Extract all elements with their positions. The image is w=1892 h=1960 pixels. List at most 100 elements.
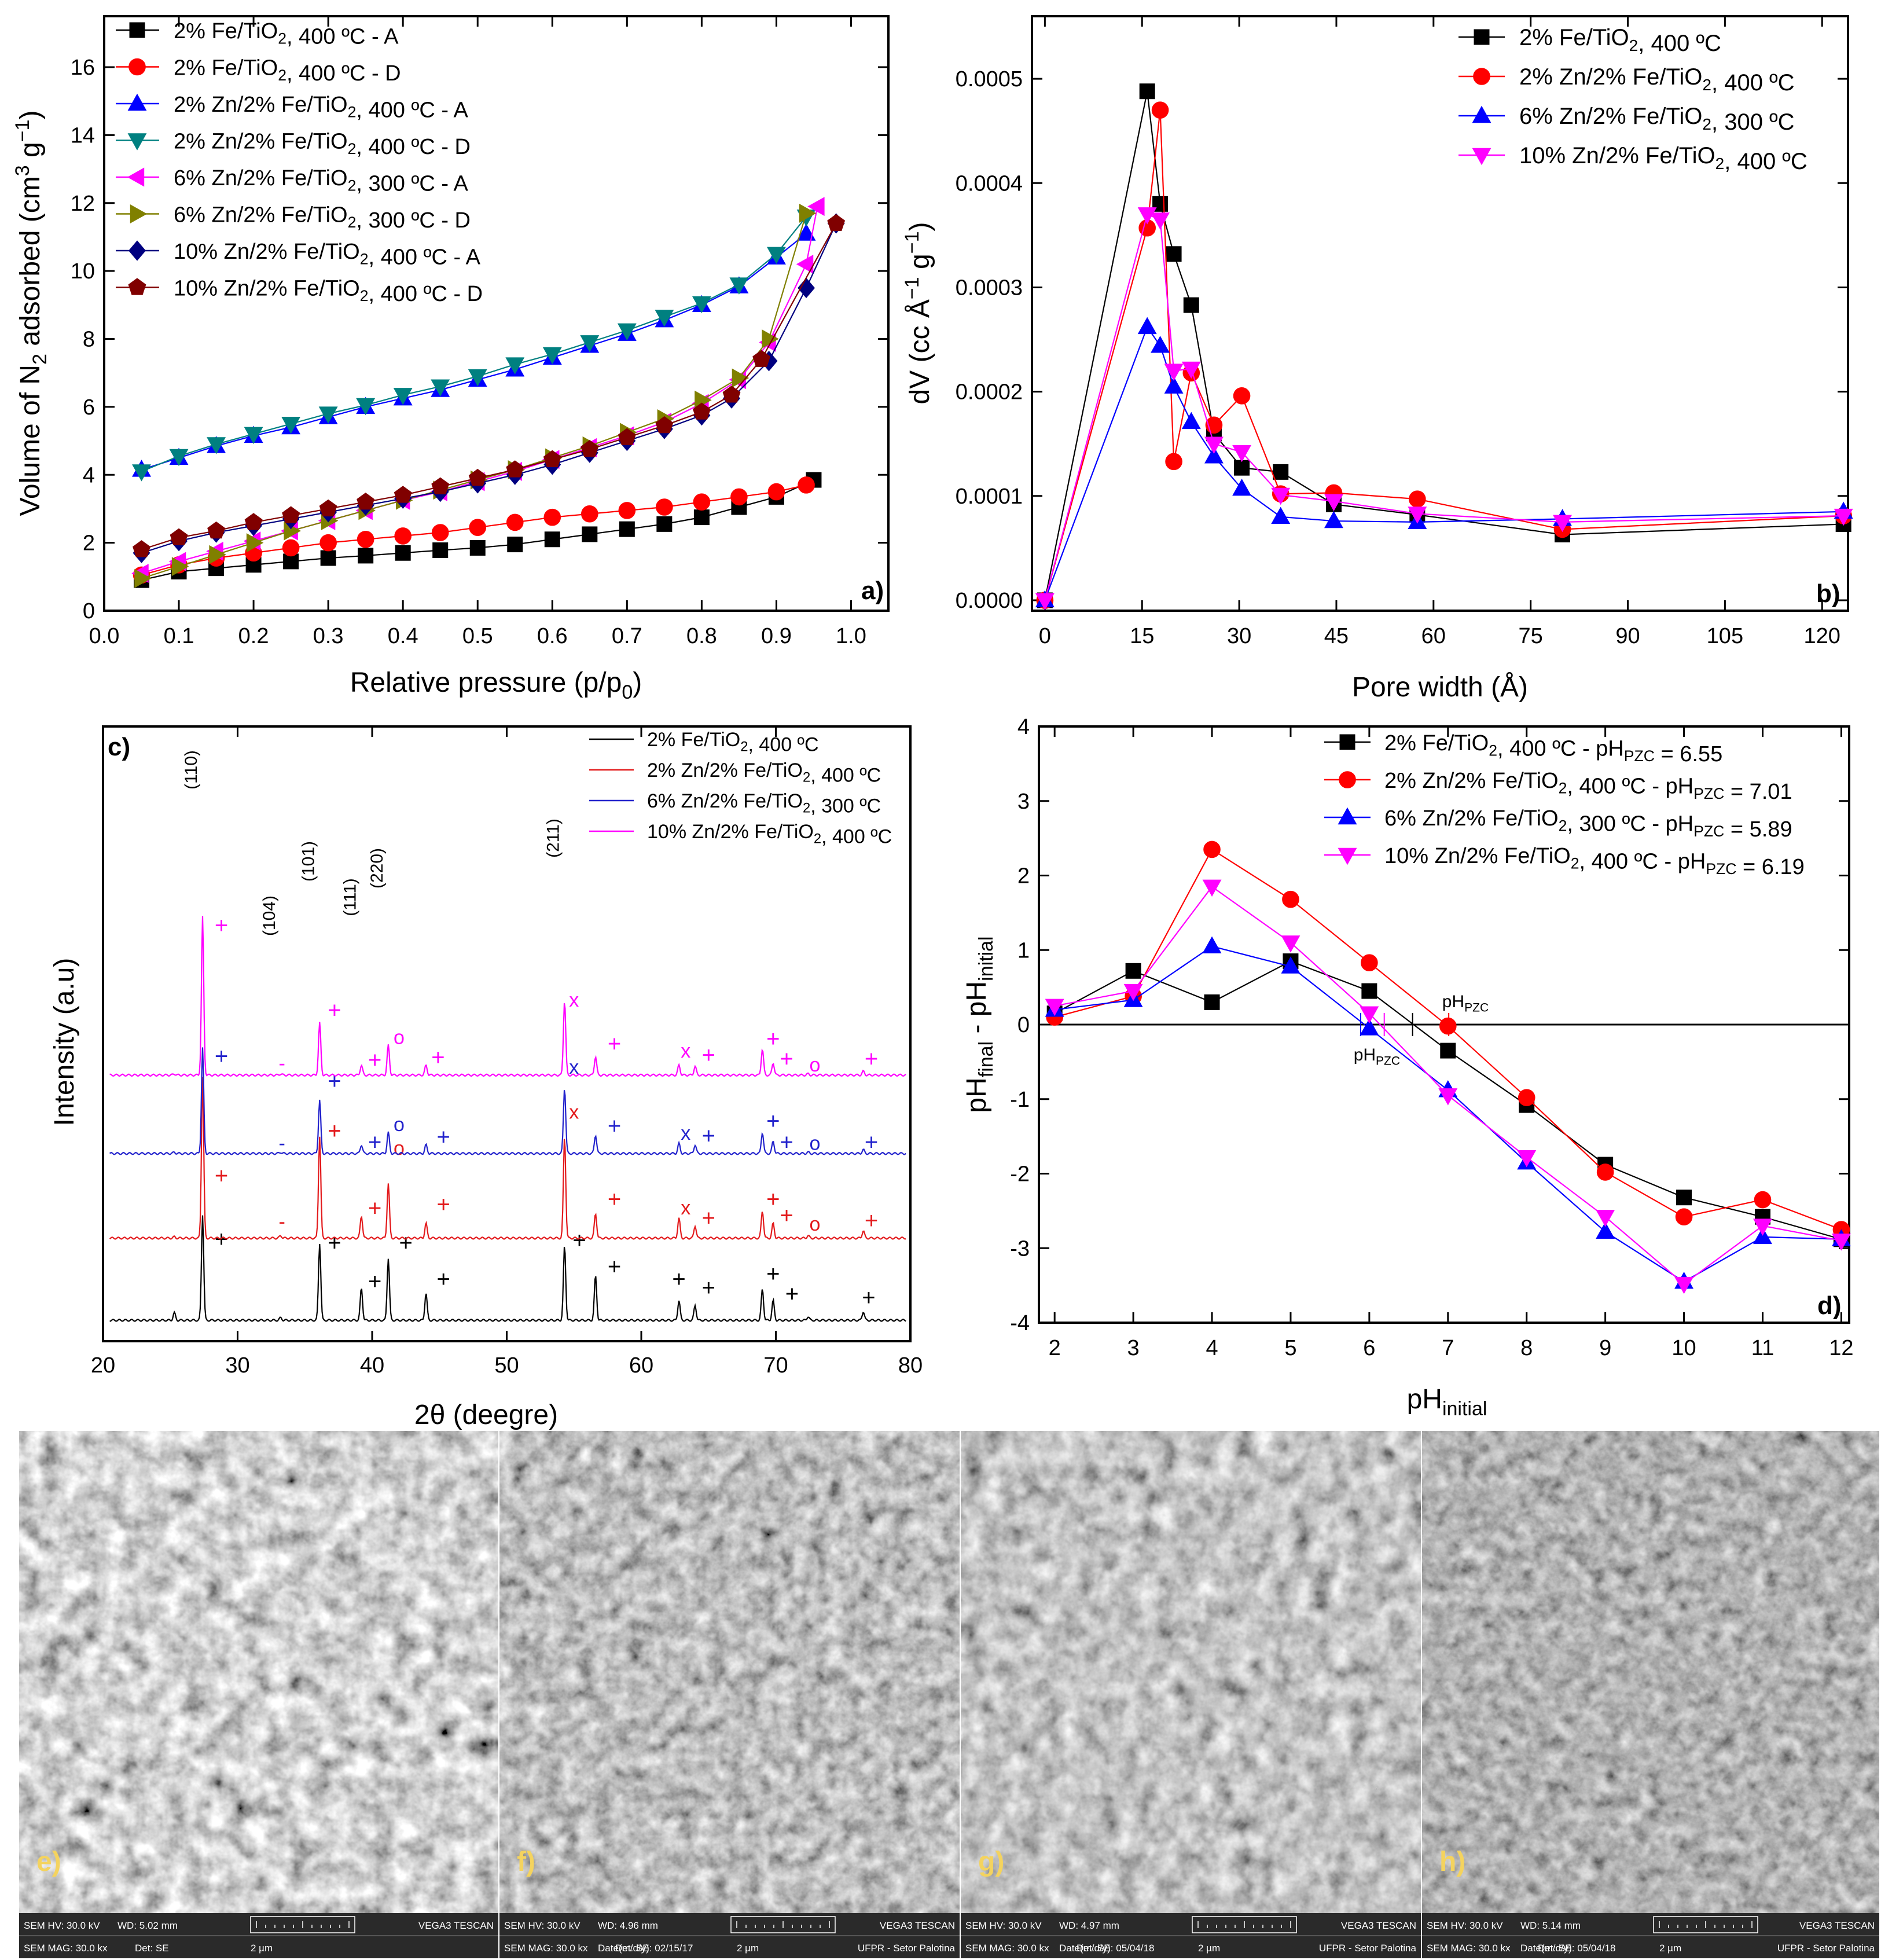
data-point (766, 247, 786, 265)
legend-marker (127, 93, 147, 111)
phase-marker: - (279, 1211, 285, 1233)
panel-d-ylabel: pHfinal - pHinitial (961, 936, 997, 1113)
phase-marker: + (215, 1227, 228, 1252)
sem-brand: VEGA3 TESCAN (1341, 1920, 1416, 1931)
x-tick-label: 11 (1751, 1336, 1774, 1360)
phase-marker: + (368, 1195, 381, 1221)
y-tick-label: 0 (1017, 1013, 1030, 1037)
legend-label: 2% Zn/2% Fe/TiO2, 400 ºC (647, 759, 881, 787)
y-tick-label: 3 (1017, 790, 1030, 814)
text-run: , 400 ºC (1711, 70, 1795, 96)
y-tick-label: 8 (83, 328, 95, 352)
phase-marker: + (865, 1046, 878, 1071)
subscript: PZC (1464, 1001, 1489, 1015)
phase-marker: + (215, 1044, 228, 1069)
data-point (319, 534, 337, 552)
subscript: 2 (360, 251, 369, 268)
subscript: 2 (1702, 115, 1711, 133)
series-line (1044, 110, 1844, 601)
text-run: TiO (1679, 143, 1715, 168)
text-run: , 400 ºC - D (356, 135, 471, 159)
data-point (1271, 506, 1291, 524)
data-point (1139, 83, 1155, 100)
panel-b-xlabel: Pore width (Å) (1352, 672, 1528, 703)
data-point (1324, 511, 1343, 528)
y-tick-label: 1 (1017, 938, 1030, 963)
data-point (1273, 464, 1289, 480)
phase-marker: o (394, 1137, 405, 1159)
text-run: , 400 ºC (810, 765, 881, 787)
data-point (796, 223, 816, 241)
text-run: 2% Zn/2% Fe/ (1384, 769, 1524, 793)
text-run: TiO (243, 56, 278, 80)
data-point (1834, 508, 1853, 526)
data-point (807, 197, 825, 216)
data-point (1831, 1234, 1851, 1251)
y-tick-label: -4 (1010, 1311, 1030, 1335)
legend-label: 2% Fe/TiO2, 400 ºC (1519, 25, 1721, 56)
data-point (692, 402, 711, 420)
legend-marker (128, 240, 146, 261)
data-point (1125, 963, 1141, 979)
data-point (1164, 364, 1184, 381)
sem-wd: WD: 4.97 mm (1059, 1920, 1119, 1931)
sem-scale-label: 2 µm (1198, 1943, 1220, 1954)
text-run: TiO (313, 130, 348, 154)
sem-brand: VEGA3 TESCAN (418, 1920, 494, 1931)
xrd-line (109, 1215, 906, 1322)
data-point (1202, 936, 1222, 954)
data-point (1202, 879, 1222, 897)
panel-d-xlabel: pHinitial (1407, 1384, 1487, 1420)
sem-wd: WD: 5.14 mm (1520, 1920, 1581, 1931)
phase-marker: + (785, 1282, 799, 1307)
xrd-pattern-1: +-++o+x+ x +++ o + (109, 1077, 906, 1240)
text-run: TiO (1454, 731, 1489, 755)
reflection-label: (220) (368, 848, 387, 889)
text-run: 6% Zn/2% Fe/ (174, 203, 313, 227)
pzc-label-upper: pHPZC (1442, 992, 1489, 1015)
sem-panel-label: h) (1439, 1847, 1465, 1877)
data-point (655, 416, 674, 434)
legend-label: 2% Fe/TiO2, 400 ºC - pHPZC = 6.55 (1384, 731, 1722, 766)
phase-marker: + (368, 1129, 381, 1155)
series-line (1044, 91, 1844, 601)
text-run: TiO (772, 790, 803, 812)
x-tick-label: 3 (1127, 1336, 1140, 1360)
y-tick-label: -1 (1010, 1088, 1030, 1112)
xrd-line (109, 916, 906, 1077)
data-point (282, 539, 300, 557)
data-point (544, 531, 560, 548)
text-run: TiO (325, 277, 360, 301)
sem-micrograph (19, 1431, 498, 1913)
subscript: 2 (278, 67, 286, 84)
legend-marker (130, 204, 148, 223)
text-run: 2% Zn/2% Fe/ (174, 130, 313, 154)
subscript: 2 (348, 214, 357, 231)
phase-marker: + (766, 1187, 780, 1212)
text-run: pH (1666, 775, 1694, 799)
data-point (1409, 490, 1426, 508)
text-run: 6% Zn/2% Fe/ (1519, 104, 1666, 129)
panel-c-ylabel: Intensity (a.u) (49, 958, 80, 1126)
x-tick-label: 60 (1421, 624, 1446, 648)
text-run: , 400 ºC (1638, 31, 1721, 56)
data-point (1438, 1088, 1458, 1106)
phase-marker: + (215, 913, 228, 938)
data-point (246, 533, 264, 553)
subscript: 2 (740, 739, 748, 755)
sem-org: UFPR - Setor Palotina (1319, 1943, 1417, 1954)
panel-d-label: d) (1817, 1291, 1842, 1320)
data-point (1233, 387, 1251, 405)
data-point (394, 486, 412, 503)
data-point (1164, 376, 1184, 394)
data-point (1596, 1163, 1614, 1181)
legend-label: 10% Zn/2% Fe/TiO2, 400 ºC - A (174, 240, 481, 270)
legend-label: 2% Fe/TiO2, 400 ºC - D (174, 56, 401, 86)
text-run: TiO (1524, 806, 1559, 831)
x-tick-label: 120 (1804, 624, 1840, 648)
data-point (656, 498, 673, 516)
sem-scale-box (1192, 1916, 1297, 1933)
data-point (1518, 1089, 1535, 1106)
data-point (767, 483, 785, 501)
text-run: pH (1596, 737, 1624, 761)
